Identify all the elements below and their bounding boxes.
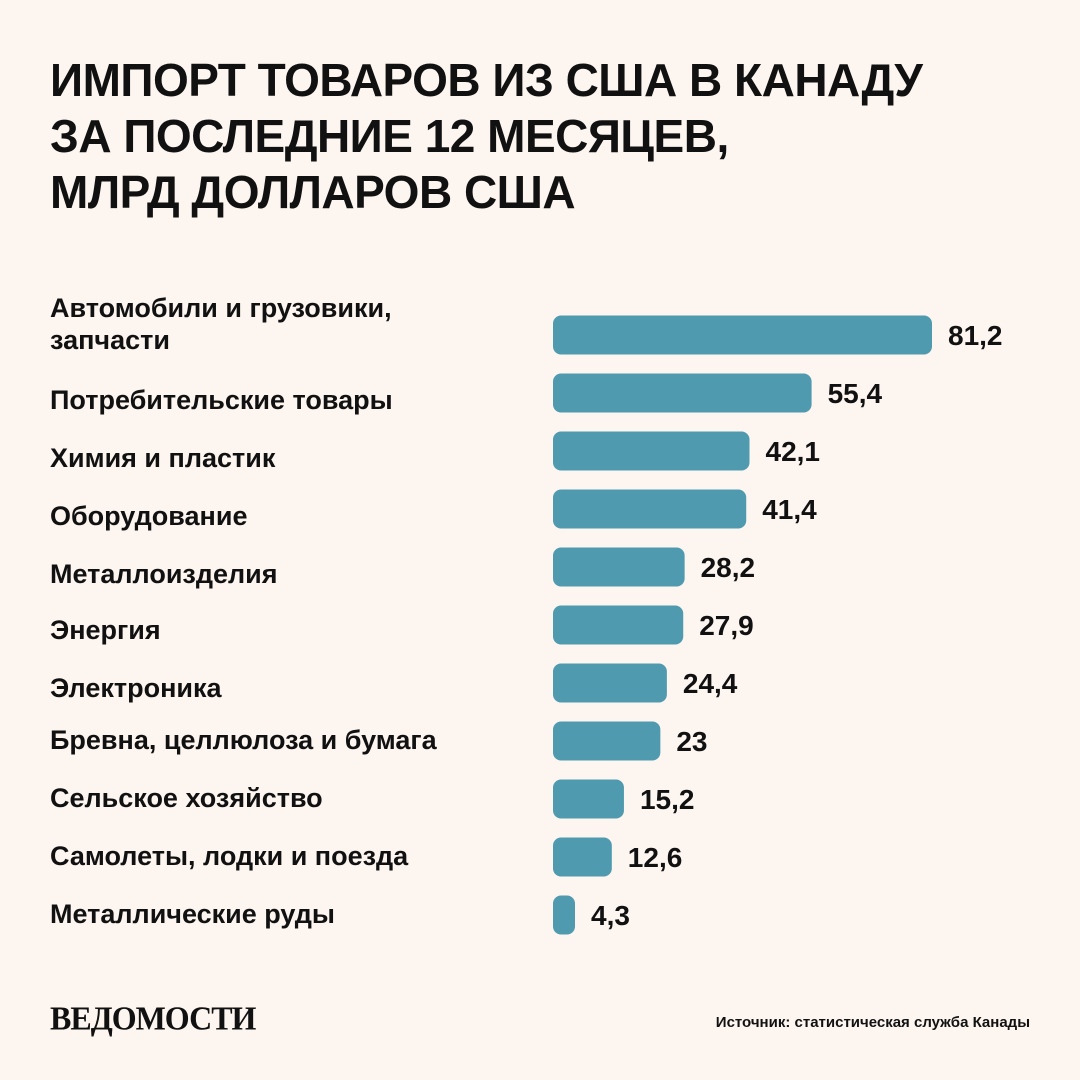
value-label: 28,2 <box>701 552 756 583</box>
source-note: Источник: статистическая служба Канады <box>715 1014 1030 1031</box>
bar <box>553 721 661 761</box>
value-label: 41,4 <box>762 494 817 525</box>
value-label: 4,3 <box>591 900 630 931</box>
bar <box>553 895 575 935</box>
chart-title-line: ИМПОРТ ТОВАРОВ ИЗ США В КАНАДУ <box>50 54 923 106</box>
bar <box>553 837 612 877</box>
value-label: 27,9 <box>699 610 754 641</box>
chart-title-line: МЛРД ДОЛЛАРОВ США <box>50 166 576 218</box>
value-label: 42,1 <box>766 436 821 467</box>
category-label: Сельское хозяйство <box>50 783 323 813</box>
value-label: 24,4 <box>683 668 738 699</box>
bar <box>553 489 747 529</box>
category-label: Оборудование <box>50 501 247 531</box>
category-label: Металлические руды <box>50 899 335 929</box>
bar <box>553 663 667 703</box>
brand-logo: ВЕДОМОСТИ <box>50 999 256 1037</box>
category-label: Потребительские товары <box>50 385 393 415</box>
bar <box>553 547 685 587</box>
category-label: Металлоизделия <box>50 559 278 589</box>
value-label: 12,6 <box>628 842 683 873</box>
value-label: 81,2 <box>948 320 1003 351</box>
value-label: 15,2 <box>640 784 695 815</box>
bar <box>553 373 812 413</box>
category-label: Самолеты, лодки и поезда <box>50 841 409 871</box>
chart-title-line: ЗА ПОСЛЕДНИЕ 12 МЕСЯЦЕВ, <box>50 110 729 162</box>
category-label: Электроника <box>50 673 222 703</box>
category-label: Химия и пластик <box>50 443 276 473</box>
bar <box>553 605 684 645</box>
value-label: 23 <box>676 726 707 757</box>
category-label: Энергия <box>50 615 161 645</box>
bar <box>553 315 932 355</box>
value-label: 55,4 <box>828 378 883 409</box>
category-label: Автомобили и грузовики, <box>50 293 392 323</box>
category-label: Бревна, целлюлоза и бумага <box>50 725 438 755</box>
chart-title: ИМПОРТ ТОВАРОВ ИЗ США В КАНАДУ ЗА ПОСЛЕД… <box>50 52 1030 220</box>
category-label: запчасти <box>50 325 170 355</box>
bar <box>553 779 624 819</box>
bar <box>553 431 750 471</box>
